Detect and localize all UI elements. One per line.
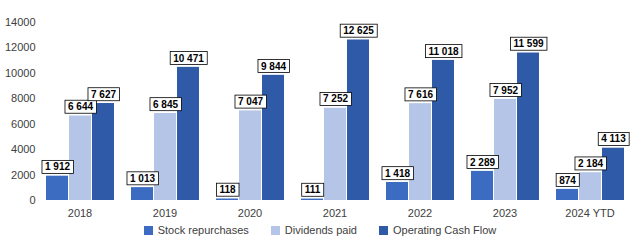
svg-text:2020: 2020 xyxy=(238,207,262,219)
svg-text:2000: 2000 xyxy=(11,169,35,181)
svg-text:1 013: 1 013 xyxy=(130,173,155,184)
svg-text:6 845: 6 845 xyxy=(153,99,178,110)
svg-text:2023: 2023 xyxy=(493,207,517,219)
svg-text:7 252: 7 252 xyxy=(323,93,348,104)
svg-text:4000: 4000 xyxy=(11,143,35,155)
svg-text:12 625: 12 625 xyxy=(343,25,374,36)
html-text:Dividends paid: Dividends paid xyxy=(284,224,357,236)
svg-text:7 952: 7 952 xyxy=(493,85,518,96)
svg-text:4 113: 4 113 xyxy=(601,133,626,144)
svg-text:2019: 2019 xyxy=(153,207,177,219)
svg-text:1 912: 1 912 xyxy=(45,161,70,172)
svg-text:7 627: 7 627 xyxy=(91,89,116,100)
svg-text:9 844: 9 844 xyxy=(261,61,286,72)
svg-text:2022: 2022 xyxy=(408,207,432,219)
svg-text:6000: 6000 xyxy=(11,118,35,130)
svg-text:111: 111 xyxy=(305,184,321,195)
svg-text:7 047: 7 047 xyxy=(238,96,263,107)
svg-text:8000: 8000 xyxy=(11,92,35,104)
svg-text:10000: 10000 xyxy=(5,67,36,79)
svg-text:118: 118 xyxy=(219,184,236,195)
svg-text:12000: 12000 xyxy=(5,41,36,53)
html-text:Operating Cash Flow: Operating Cash Flow xyxy=(393,224,497,236)
html-text:Stock repurchases: Stock repurchases xyxy=(157,224,249,236)
svg-text:11 599: 11 599 xyxy=(513,38,543,49)
svg-text:1 418: 1 418 xyxy=(385,168,410,179)
svg-text:2021: 2021 xyxy=(323,207,347,219)
svg-text:10 471: 10 471 xyxy=(173,53,204,64)
svg-text:11 018: 11 018 xyxy=(428,46,458,57)
svg-text:0: 0 xyxy=(29,194,35,206)
svg-text:2024 YTD: 2024 YTD xyxy=(565,207,614,219)
svg-text:7 616: 7 616 xyxy=(408,89,433,100)
svg-text:2 184: 2 184 xyxy=(578,158,603,169)
svg-text:874: 874 xyxy=(559,175,576,186)
svg-text:14000: 14000 xyxy=(5,16,36,28)
svg-text:2018: 2018 xyxy=(68,207,92,219)
svg-text:2 289: 2 289 xyxy=(470,157,495,168)
svg-text:6 644: 6 644 xyxy=(68,101,93,112)
